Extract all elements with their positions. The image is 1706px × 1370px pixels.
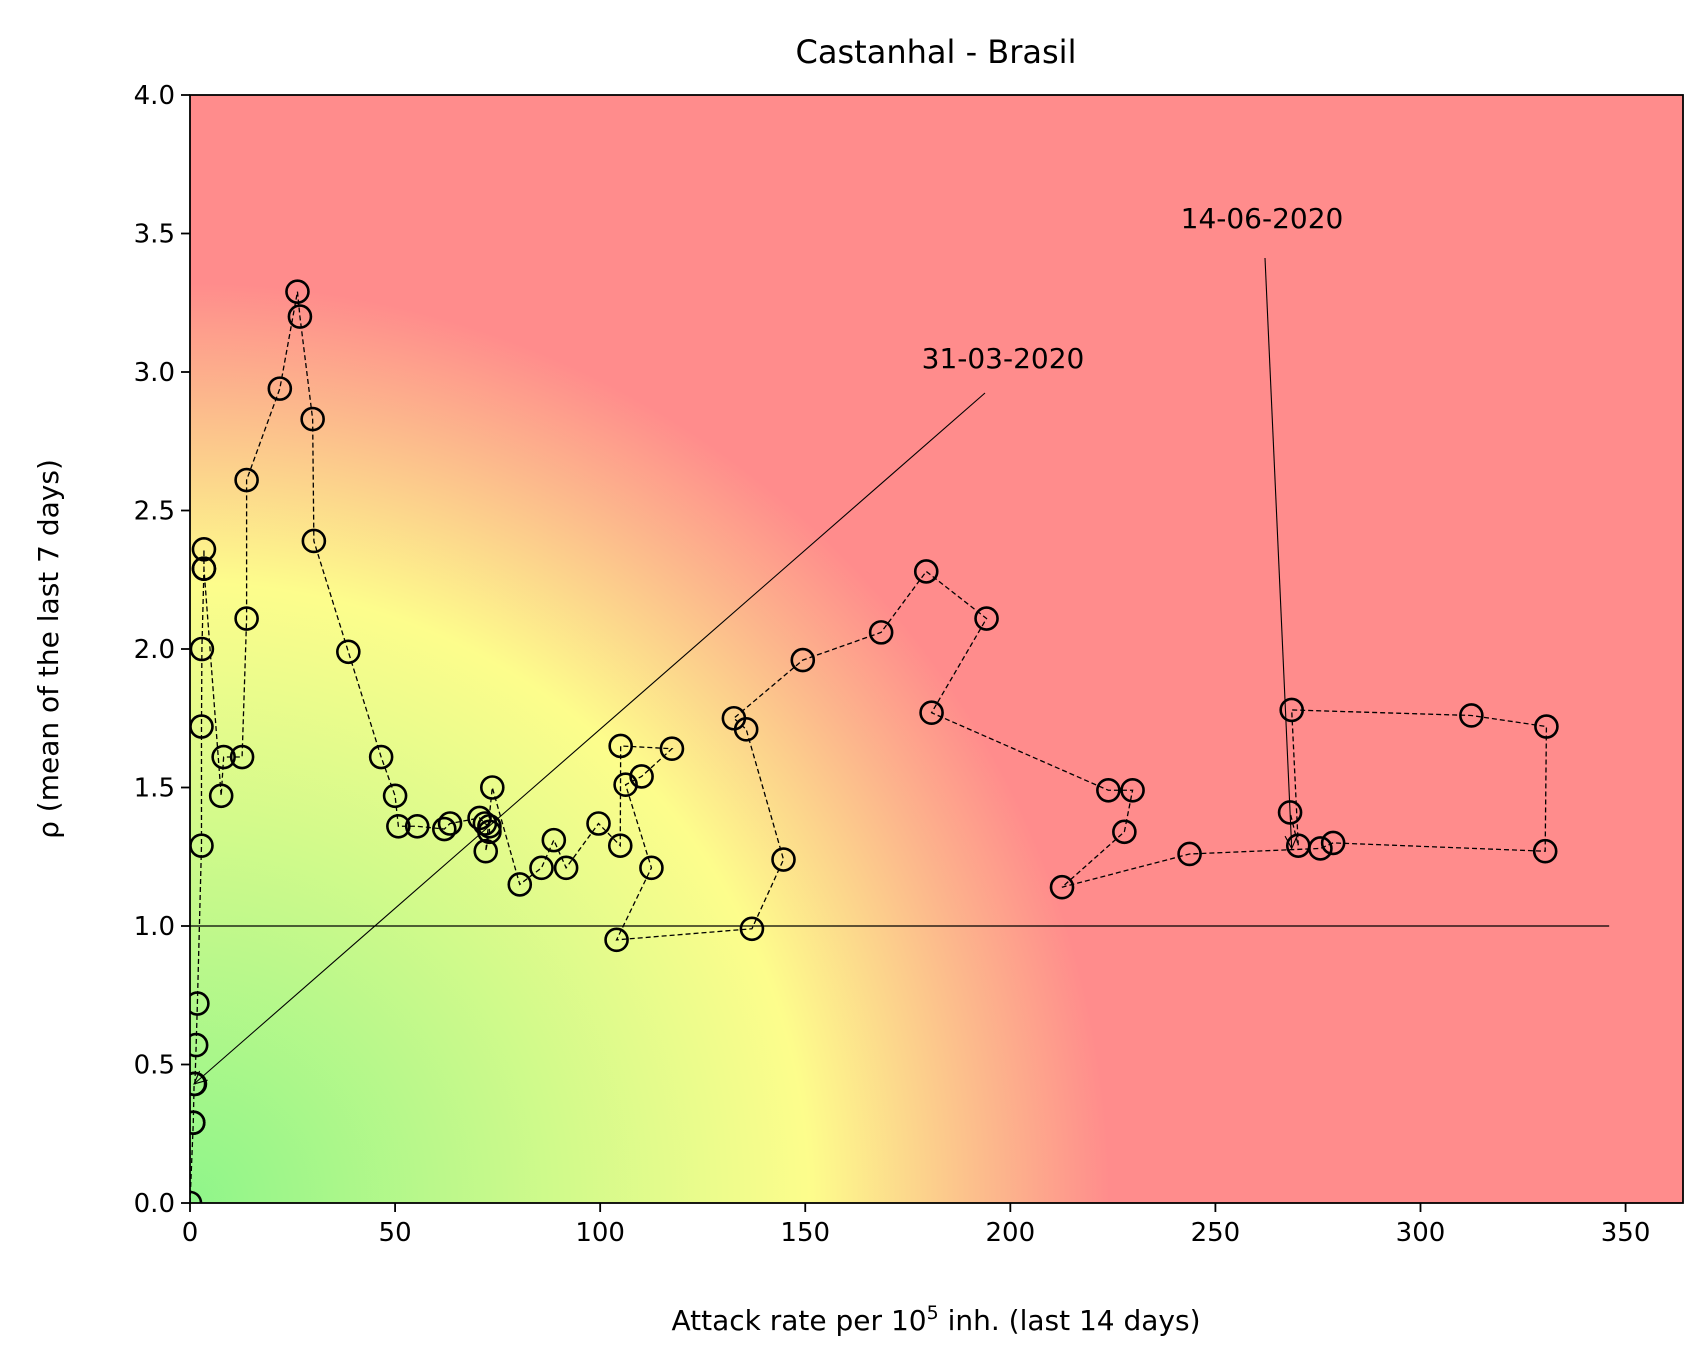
y-tick-label: 1.0 <box>134 912 175 942</box>
data-point <box>404 813 430 839</box>
data-point <box>739 916 765 942</box>
data-point <box>771 847 796 872</box>
y-tick-label: 3.0 <box>134 358 175 388</box>
data-point <box>479 775 505 800</box>
risk-gradient-background <box>190 95 1683 1203</box>
x-tick-label: 150 <box>780 1218 830 1248</box>
data-point <box>190 991 210 1016</box>
data-point <box>437 811 463 836</box>
data-point <box>790 647 816 673</box>
y-tick-label: 0.0 <box>134 1189 175 1219</box>
annotation-arrowhead <box>193 1070 208 1085</box>
data-point <box>507 872 533 897</box>
y-tick-label: 4.0 <box>134 81 175 111</box>
data-point <box>301 528 327 554</box>
x-tick-label: 100 <box>575 1218 625 1248</box>
data-point <box>432 816 457 842</box>
y-tick-label: 1.5 <box>134 774 175 804</box>
series-trajectory-line <box>190 291 1548 1203</box>
x-tick-label: 0 <box>182 1218 199 1248</box>
annotation-label: 14-06-2020 <box>1181 202 1344 235</box>
data-point <box>586 811 611 836</box>
data-point <box>477 813 502 839</box>
data-point <box>1532 838 1558 864</box>
data-point <box>1459 703 1484 728</box>
data-point <box>208 783 234 809</box>
data-point <box>608 733 633 759</box>
data-point <box>1112 819 1137 845</box>
data-point <box>477 819 502 845</box>
data-point <box>234 606 259 631</box>
data-point <box>541 827 567 853</box>
data-point <box>1279 697 1305 723</box>
data-point <box>607 833 633 858</box>
data-point <box>913 559 939 584</box>
data-point <box>190 1071 208 1097</box>
x-axis-ticks: 0 50 100 150 200 250 300 350 <box>182 1203 1651 1248</box>
data-point <box>1049 874 1075 900</box>
annotation-arrowhead <box>1284 835 1298 850</box>
data-point <box>473 838 499 864</box>
data-point <box>629 764 654 789</box>
data-point <box>613 772 638 798</box>
annotation-layer: 31-03-2020 14-06-2020 <box>193 202 1344 1085</box>
data-point <box>721 705 747 731</box>
data-point <box>529 855 554 881</box>
data-point <box>190 1110 206 1135</box>
data-point <box>191 536 217 562</box>
data-point <box>1320 830 1346 856</box>
x-tick-label: 50 <box>379 1218 412 1248</box>
annotation-arrow <box>1264 257 1293 849</box>
data-point <box>1177 841 1202 867</box>
data-point <box>868 620 894 645</box>
annotation-label: 31-03-2020 <box>922 342 1085 375</box>
data-point <box>1285 833 1311 858</box>
y-tick-label: 2.0 <box>134 635 175 665</box>
data-point <box>336 639 361 665</box>
data-point <box>190 1032 209 1058</box>
chart-title: Castanhal - Brasil <box>796 33 1077 71</box>
data-point <box>1534 714 1559 739</box>
data-point <box>1096 777 1121 803</box>
data-point <box>285 279 310 304</box>
data-point <box>229 744 255 770</box>
data-point <box>300 406 325 432</box>
data-point <box>604 927 629 953</box>
y-axis-label: ρ (mean of the last 7 days) <box>32 459 65 839</box>
data-point <box>234 467 259 493</box>
annotation-arrow <box>193 392 986 1085</box>
data-point <box>1120 777 1145 803</box>
data-point <box>382 783 408 809</box>
y-tick-label: 0.5 <box>134 1051 175 1081</box>
data-point <box>191 556 217 581</box>
data-point <box>211 744 236 770</box>
data-point <box>386 813 411 839</box>
x-tick-label: 300 <box>1396 1218 1446 1248</box>
plot-area <box>190 279 1610 1203</box>
data-point <box>553 855 579 881</box>
y-axis-ticks: 0.0 0.5 1.0 1.5 2.0 2.5 3.0 3.5 4.0 <box>134 81 190 1219</box>
x-tick-label: 250 <box>1191 1218 1241 1248</box>
y-tick-label: 2.5 <box>134 497 175 527</box>
data-point <box>659 736 685 762</box>
data-point <box>974 606 999 631</box>
data-point <box>368 744 394 770</box>
data-point <box>287 304 313 329</box>
x-axis-label: Attack rate per 105 inh. (last 14 days) <box>671 1302 1200 1337</box>
data-point <box>919 700 944 726</box>
x-tick-label: 350 <box>1601 1218 1651 1248</box>
x-tick-label: 200 <box>986 1218 1036 1248</box>
data-point <box>639 855 664 881</box>
y-tick-label: 3.5 <box>134 220 175 250</box>
data-point <box>267 376 293 401</box>
